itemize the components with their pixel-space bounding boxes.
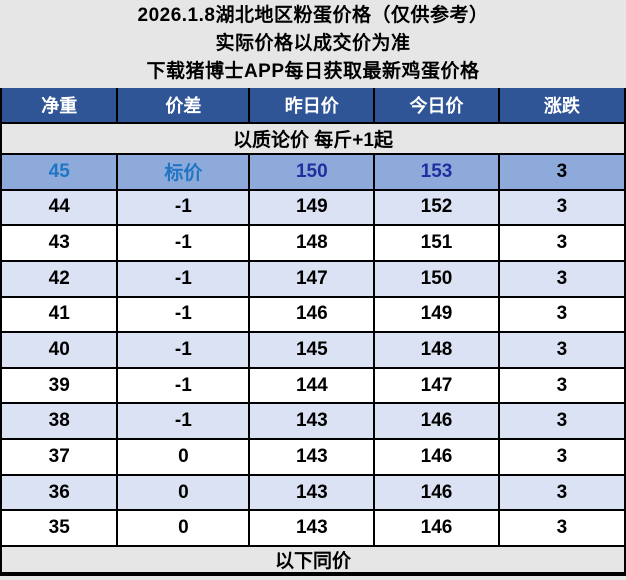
table-cell: 3 [497, 475, 624, 510]
table-cell: 38 [48, 410, 70, 432]
table-cell: 148 [373, 333, 497, 367]
column-header-4: 涨跌 [497, 88, 624, 122]
table-row: 40 -1 145 148 3 [2, 331, 624, 367]
table-cell: 146 [373, 511, 497, 546]
table-cell: 41 [48, 303, 70, 325]
table-cell: 146 [373, 475, 497, 510]
table-row: 43 -1 148 151 3 [2, 224, 624, 260]
table-body: 45 标价 150 153 3 44 -1 149 152 3 43 -1 148 151 3 42 -1 147… [2, 155, 624, 546]
table-cell: 149 [373, 297, 497, 332]
column-header-2: 昨日价 [248, 88, 373, 122]
table-cell: -1 [116, 261, 248, 296]
table-cell: 149 [248, 190, 373, 225]
table-cell: 143 [248, 511, 373, 546]
table-cell: 146 [248, 297, 373, 332]
table-cell: 153 [373, 155, 497, 189]
pricing-note-row: 以质论价 每斤+1起 [2, 122, 624, 155]
column-header-0: 净重 [41, 96, 78, 116]
table-cell: 35 [48, 517, 70, 539]
table-cell: 3 [497, 190, 624, 225]
table-cell: 3 [497, 368, 624, 403]
table-cell: 3 [497, 226, 624, 260]
table-row: 35 0 143 146 3 [2, 509, 624, 546]
title-banner: 2026.1.8湖北地区粉蛋价格（仅供参考） 实际价格以成交价为准 下载猪博士A… [0, 0, 626, 88]
table-cell: 42 [48, 267, 70, 289]
table-cell: 0 [116, 440, 248, 474]
table-cell: 146 [373, 440, 497, 474]
table-cell: 151 [373, 226, 497, 260]
table-cell: 0 [116, 475, 248, 510]
table-cell: 143 [248, 404, 373, 439]
bottom-margin [0, 576, 626, 580]
table-cell: -1 [116, 333, 248, 367]
table-cell: -1 [116, 297, 248, 332]
banner-disclaimer: 实际价格以成交价为准 [215, 33, 411, 54]
table-cell: -1 [116, 190, 248, 225]
table-cell: 37 [48, 445, 70, 467]
table-cell: 146 [373, 404, 497, 439]
table-cell: 152 [373, 190, 497, 225]
table-cell: 3 [497, 333, 624, 367]
table-cell: 45 [48, 160, 70, 182]
table-cell: 3 [497, 155, 624, 189]
table-cell: 39 [48, 374, 70, 396]
table-cell: 143 [248, 475, 373, 510]
table-row: 38 -1 143 146 3 [2, 402, 624, 439]
table-cell: 0 [116, 511, 248, 546]
table-cell: 3 [497, 511, 624, 546]
table-cell: 150 [248, 155, 373, 189]
table-row: 39 -1 144 147 3 [2, 366, 624, 403]
table-cell: 145 [248, 333, 373, 367]
footer-note: 以下同价 [274, 551, 351, 572]
footer-note-row: 以下同价 [2, 545, 624, 572]
table-cell: 3 [497, 440, 624, 474]
table-row: 42 -1 147 150 3 [2, 259, 624, 296]
table-cell: 40 [48, 339, 70, 361]
table-cell: 148 [248, 226, 373, 260]
table-cell: 143 [248, 440, 373, 474]
table-cell: 36 [48, 481, 70, 503]
pricing-note: 以质论价 每斤+1起 [233, 130, 393, 151]
table-row: 37 0 143 146 3 [2, 438, 624, 474]
table-cell: 147 [373, 368, 497, 403]
table-row: 44 -1 149 152 3 [2, 188, 624, 225]
table-cell: 3 [497, 404, 624, 439]
table-cell: -1 [116, 404, 248, 439]
column-header-3: 今日价 [373, 88, 497, 122]
price-table: 净重 价差 昨日价 今日价 涨跌 以质论价 每斤+1起 45 标价 150 153 3 44 -1 1… [0, 88, 626, 572]
table-row: 41 -1 146 149 3 [2, 295, 624, 332]
table-cell: 3 [497, 261, 624, 296]
table-cell: 144 [248, 368, 373, 403]
table-header-row: 净重 价差 昨日价 今日价 涨跌 [2, 88, 624, 122]
table-cell: 150 [373, 261, 497, 296]
table-cell: -1 [116, 368, 248, 403]
table-cell: -1 [116, 226, 248, 260]
page-title: 2026.1.8湖北地区粉蛋价格（仅供参考） [137, 5, 489, 26]
table-cell: 3 [497, 297, 624, 332]
table-cell: 44 [48, 196, 70, 218]
table-cell: 147 [248, 261, 373, 296]
bottom-border [0, 572, 626, 576]
table-cell: 标价 [116, 155, 248, 189]
table-cell: 43 [48, 232, 70, 254]
banner-app-promo: 下载猪博士APP每日获取最新鸡蛋价格 [146, 61, 480, 82]
column-header-1: 价差 [116, 88, 248, 122]
table-row: 45 标价 150 153 3 [2, 155, 624, 189]
table-row: 36 0 143 146 3 [2, 473, 624, 510]
